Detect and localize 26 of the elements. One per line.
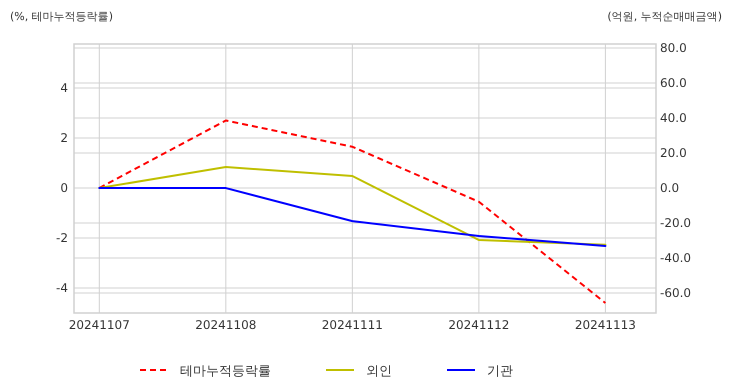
x-tick-label: 20241111 [322, 318, 383, 332]
y2-tick-label: 80.0 [660, 41, 687, 56]
y2-tick-label: -40.0 [660, 251, 692, 266]
line-series [98, 120, 606, 304]
y2-tick-label: 40.0 [660, 111, 687, 126]
y-tick-label: 2 [60, 131, 68, 145]
x-tick-label: 20241108 [195, 318, 256, 332]
x-tick-label: 20241113 [574, 318, 636, 332]
y-tick-label: -2 [56, 231, 68, 245]
legend-label: 외인 [366, 364, 392, 379]
x-tick-label: 20241112 [448, 318, 510, 332]
y2-tick-label: -20.0 [660, 216, 692, 230]
y-tick-label: 0 [60, 181, 68, 195]
y-axis-title: (%, 테마누적등락률) [10, 10, 114, 23]
y-tick-label: 4 [60, 81, 68, 95]
legend-label: 기관 [487, 364, 513, 379]
line-series [98, 166, 606, 246]
y2-tick-label: 20.0 [660, 146, 687, 160]
legend-label: 테마누적등락률 [180, 364, 271, 379]
y-tick-label: -4 [56, 281, 68, 295]
y2-tick-label: 0.0 [660, 181, 680, 196]
line-series [98, 187, 606, 247]
y2-tick-label: -60.0 [660, 286, 692, 300]
y2-axis-title: (억원, 누적순매매금액) [607, 10, 722, 23]
x-tick-label: 20241107 [68, 318, 130, 332]
y2-tick-label: 60.0 [660, 76, 687, 90]
